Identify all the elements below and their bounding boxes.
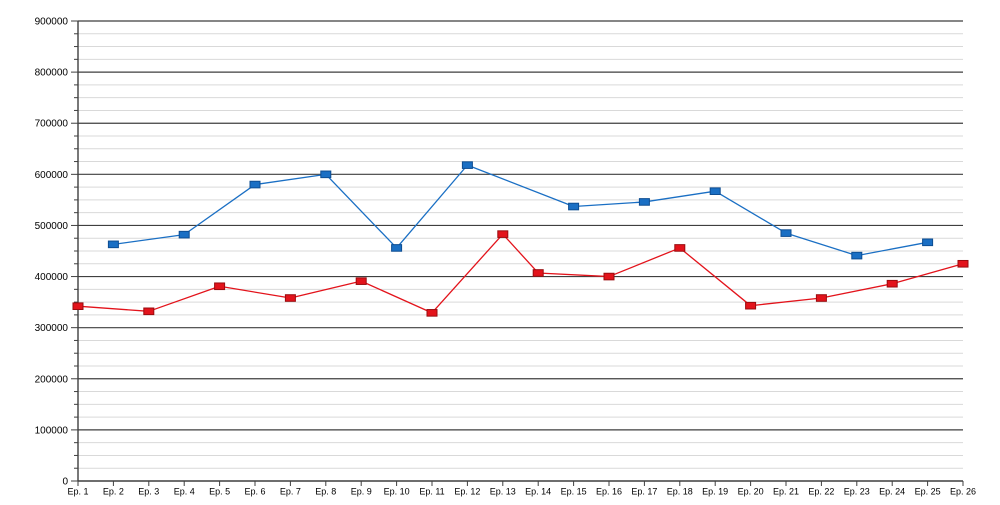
x-tick-label: Ep. 9 <box>351 487 372 497</box>
x-tick-label: Ep. 17 <box>631 487 657 497</box>
x-tick-label: Ep. 24 <box>879 487 905 497</box>
x-tick-label: Ep. 19 <box>702 487 728 497</box>
x-tick-label: Ep. 16 <box>596 487 622 497</box>
blue-series-marker <box>568 202 580 211</box>
x-tick-label: Ep. 20 <box>738 487 764 497</box>
red-series-marker <box>957 259 969 268</box>
red-series-marker <box>815 294 827 302</box>
x-tick-label: Ep. 5 <box>209 487 230 497</box>
blue-series-marker <box>851 251 863 260</box>
red-series-group <box>72 230 969 317</box>
x-tick-label: Ep. 6 <box>244 487 265 497</box>
blue-series-marker <box>249 180 261 189</box>
y-tick-label: 300000 <box>35 323 69 334</box>
red-series-marker <box>603 272 615 281</box>
x-tick-label: Ep. 14 <box>525 487 551 497</box>
blue-series-marker <box>461 161 473 169</box>
blue-series-marker <box>922 238 934 247</box>
x-tick-label: Ep. 11 <box>419 487 444 497</box>
blue-series-marker <box>178 230 190 239</box>
x-tick-label: Ep. 1 <box>67 487 88 497</box>
x-tick-label: Ep. 25 <box>915 487 941 497</box>
y-tick-label: 800000 <box>35 68 69 79</box>
x-tick-label: Ep. 3 <box>138 487 159 497</box>
blue-series-line <box>113 164 928 257</box>
x-tick-label: Ep. 26 <box>950 487 976 497</box>
blue-series-marker <box>391 244 403 252</box>
blue-series-marker <box>709 187 721 195</box>
red-series-marker <box>674 244 686 252</box>
red-series-marker <box>214 282 226 291</box>
red-series-marker <box>284 294 296 302</box>
y-tick-label: 200000 <box>35 374 69 385</box>
x-tick-label: Ep. 12 <box>454 487 480 497</box>
y-gridlines-major <box>78 20 963 431</box>
y-tick-label: 0 <box>62 477 68 488</box>
x-tick-label: Ep. 18 <box>667 487 693 497</box>
red-series-marker <box>532 269 544 277</box>
y-tick-label: 500000 <box>35 221 69 232</box>
x-tick-label: Ep. 22 <box>808 487 834 497</box>
x-tick-label: Ep. 7 <box>280 487 301 497</box>
x-tick-label: Ep. 23 <box>844 487 870 497</box>
y-axis-labels: 0 100000 200000 300000 400000 500000 600000 700… <box>35 17 69 488</box>
y-tick-label: 400000 <box>35 272 69 283</box>
red-series-marker <box>426 309 438 317</box>
red-series-marker <box>886 279 898 288</box>
x-axis-ticks <box>77 481 964 486</box>
x-tick-label: Ep. 21 <box>773 487 799 497</box>
y-axis-ticks <box>71 20 78 482</box>
blue-series-marker <box>780 229 792 237</box>
x-axis-labels: Ep. 1 Ep. 2 Ep. 3 Ep. 4 Ep. 5 Ep. 6 Ep. 7 Ep. 8… <box>67 487 976 497</box>
red-series-marker <box>355 277 367 285</box>
y-tick-label: 700000 <box>35 119 69 130</box>
y-tick-label: 100000 <box>35 425 69 436</box>
x-tick-label: Ep. 10 <box>384 487 410 497</box>
blue-series-marker <box>320 170 332 179</box>
x-tick-label: Ep. 4 <box>174 487 195 497</box>
blue-series-marker <box>638 198 650 206</box>
red-series-marker <box>143 307 155 316</box>
blue-series-group <box>107 161 934 260</box>
x-tick-label: Ep. 15 <box>561 487 587 497</box>
x-tick-label: Ep. 8 <box>315 487 336 497</box>
red-series-line <box>77 233 964 314</box>
red-series-marker <box>497 230 509 238</box>
red-series-marker <box>72 302 84 310</box>
red-series-marker <box>745 301 757 310</box>
x-tick-label: Ep. 2 <box>103 487 124 497</box>
y-tick-label: 600000 <box>35 170 69 181</box>
y-gridlines-minor <box>78 33 963 469</box>
blue-series-marker <box>107 240 119 249</box>
y-tick-label: 900000 <box>35 17 69 28</box>
x-tick-label: Ep. 13 <box>490 487 516 497</box>
